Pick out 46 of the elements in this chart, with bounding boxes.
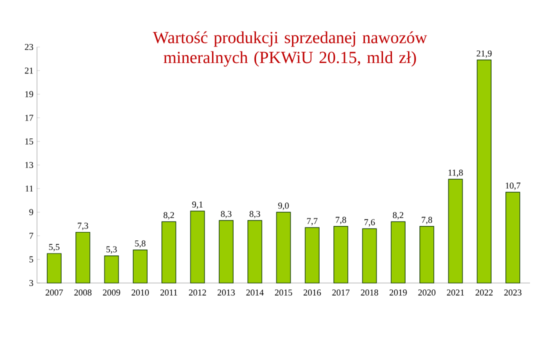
x-tick-label: 2016: [304, 290, 321, 296]
x-tick-label: 2009: [102, 290, 120, 296]
x-tick-label: 2011: [160, 290, 178, 296]
x-tick-label: 2017: [332, 290, 350, 296]
data-label: 8,2: [164, 212, 174, 220]
x-tick-label: 2007: [46, 290, 63, 296]
data-label: 11,8: [448, 170, 463, 177]
data-label: 8,3: [220, 210, 232, 218]
data-label: 9,0: [278, 202, 289, 210]
data-label: 7,8: [336, 216, 346, 224]
y-tick-label: 5: [30, 256, 34, 262]
data-label: 7,3: [78, 222, 88, 230]
data-label: 9,1: [192, 202, 203, 209]
x-tick-label: 2022: [476, 290, 493, 296]
data-label: 5,8: [135, 240, 146, 248]
data-label: 7,7: [307, 218, 318, 226]
y-tick-label: 19: [25, 91, 34, 98]
data-label: 7,8: [422, 216, 432, 224]
data-label: 7,6: [364, 219, 375, 227]
y-tick-label: 23: [24, 44, 34, 50]
x-tick-label: 2014: [246, 290, 264, 296]
chart-title: Wartość produkcji sprzedanej nawozów mineralnych (PKWiU 20.15, mld zł): [152, 31, 428, 67]
y-tick-label: 11: [26, 186, 33, 192]
data-label: 8,3: [250, 210, 260, 218]
x-tick-label: 2008: [74, 290, 92, 296]
y-tick-label: 9: [29, 209, 34, 216]
y-tick-label: 17: [25, 114, 34, 121]
x-tick-label: 2020: [418, 290, 436, 296]
x-tick-label: 2018: [360, 290, 378, 296]
x-tick-label: 2023: [504, 290, 522, 296]
x-tick-label: 2012: [188, 290, 206, 296]
x-tick-label: 2010: [132, 290, 149, 296]
y-tick-label: 13: [25, 162, 34, 168]
x-tick-label: 2021: [446, 290, 464, 296]
x-tick-label: 2015: [274, 290, 292, 296]
y-tick-label: 7: [30, 232, 34, 239]
data-label: 8,2: [392, 212, 404, 220]
y-tick-label: 3: [29, 280, 34, 286]
x-tick-label: 2019: [390, 290, 407, 296]
data-label: 10,7: [506, 182, 520, 190]
y-tick-label: 21: [24, 68, 33, 74]
x-tick-label: 2013: [218, 290, 235, 296]
data-label: 5,3: [106, 246, 117, 254]
y-tick-label: 15: [25, 138, 34, 144]
data-label: 5,5: [49, 244, 60, 252]
data-label: 21,9: [476, 50, 492, 58]
